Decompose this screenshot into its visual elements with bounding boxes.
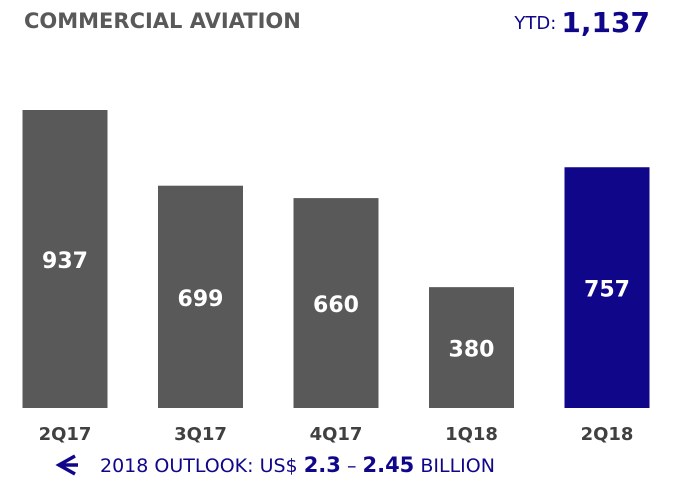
ytd-label: YTD:	[513, 13, 556, 34]
x-tick-label: 1Q18	[445, 424, 498, 445]
value-label: 380	[449, 338, 495, 363]
value-label: 660	[313, 293, 359, 318]
bar	[564, 167, 650, 408]
footer-low: 2.3	[304, 453, 341, 477]
x-tick-label: 4Q17	[310, 424, 363, 445]
footer-unit: BILLION	[420, 455, 495, 477]
footer: 2018 OUTLOOK: US$ 2.3 – 2.45 BILLION	[100, 453, 495, 477]
bar	[429, 287, 514, 408]
value-label: 699	[178, 287, 224, 312]
bar	[158, 185, 243, 408]
x-tick-label: 2Q18	[581, 424, 634, 445]
arrow-icon	[55, 454, 78, 476]
bar	[22, 110, 108, 408]
arrow	[55, 454, 78, 476]
value-label: 757	[584, 278, 630, 303]
value-label: 937	[42, 249, 88, 274]
x-tick-label: 2Q17	[39, 424, 92, 445]
footer-high: 2.45	[362, 453, 414, 477]
footer-text: 2018 OUTLOOK: US$	[100, 455, 298, 477]
ytd-value: 1,137	[561, 6, 650, 39]
bar	[293, 198, 379, 408]
x-tick-label: 3Q17	[174, 424, 227, 445]
footer-dash: –	[347, 455, 357, 477]
chart-title: COMMERCIAL AVIATION	[24, 9, 301, 33]
ytd: YTD: 1,137	[513, 6, 650, 39]
